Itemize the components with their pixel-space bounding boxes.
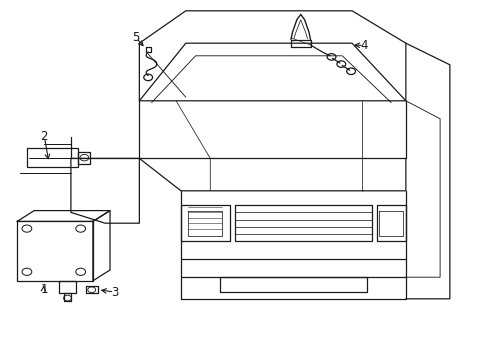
Text: 4: 4	[360, 39, 367, 51]
Text: 3: 3	[111, 286, 119, 299]
Circle shape	[80, 154, 88, 161]
Circle shape	[76, 225, 85, 232]
Bar	[17, 221, 93, 281]
Circle shape	[336, 61, 345, 67]
Circle shape	[22, 268, 32, 275]
Text: 2: 2	[40, 130, 48, 143]
Bar	[27, 148, 78, 167]
Circle shape	[326, 54, 335, 60]
Circle shape	[63, 295, 71, 301]
Circle shape	[76, 268, 85, 275]
Circle shape	[143, 74, 152, 81]
Text: 1: 1	[40, 283, 48, 296]
Text: 5: 5	[132, 31, 140, 44]
Circle shape	[346, 68, 355, 75]
Circle shape	[87, 287, 96, 293]
Circle shape	[22, 225, 32, 232]
